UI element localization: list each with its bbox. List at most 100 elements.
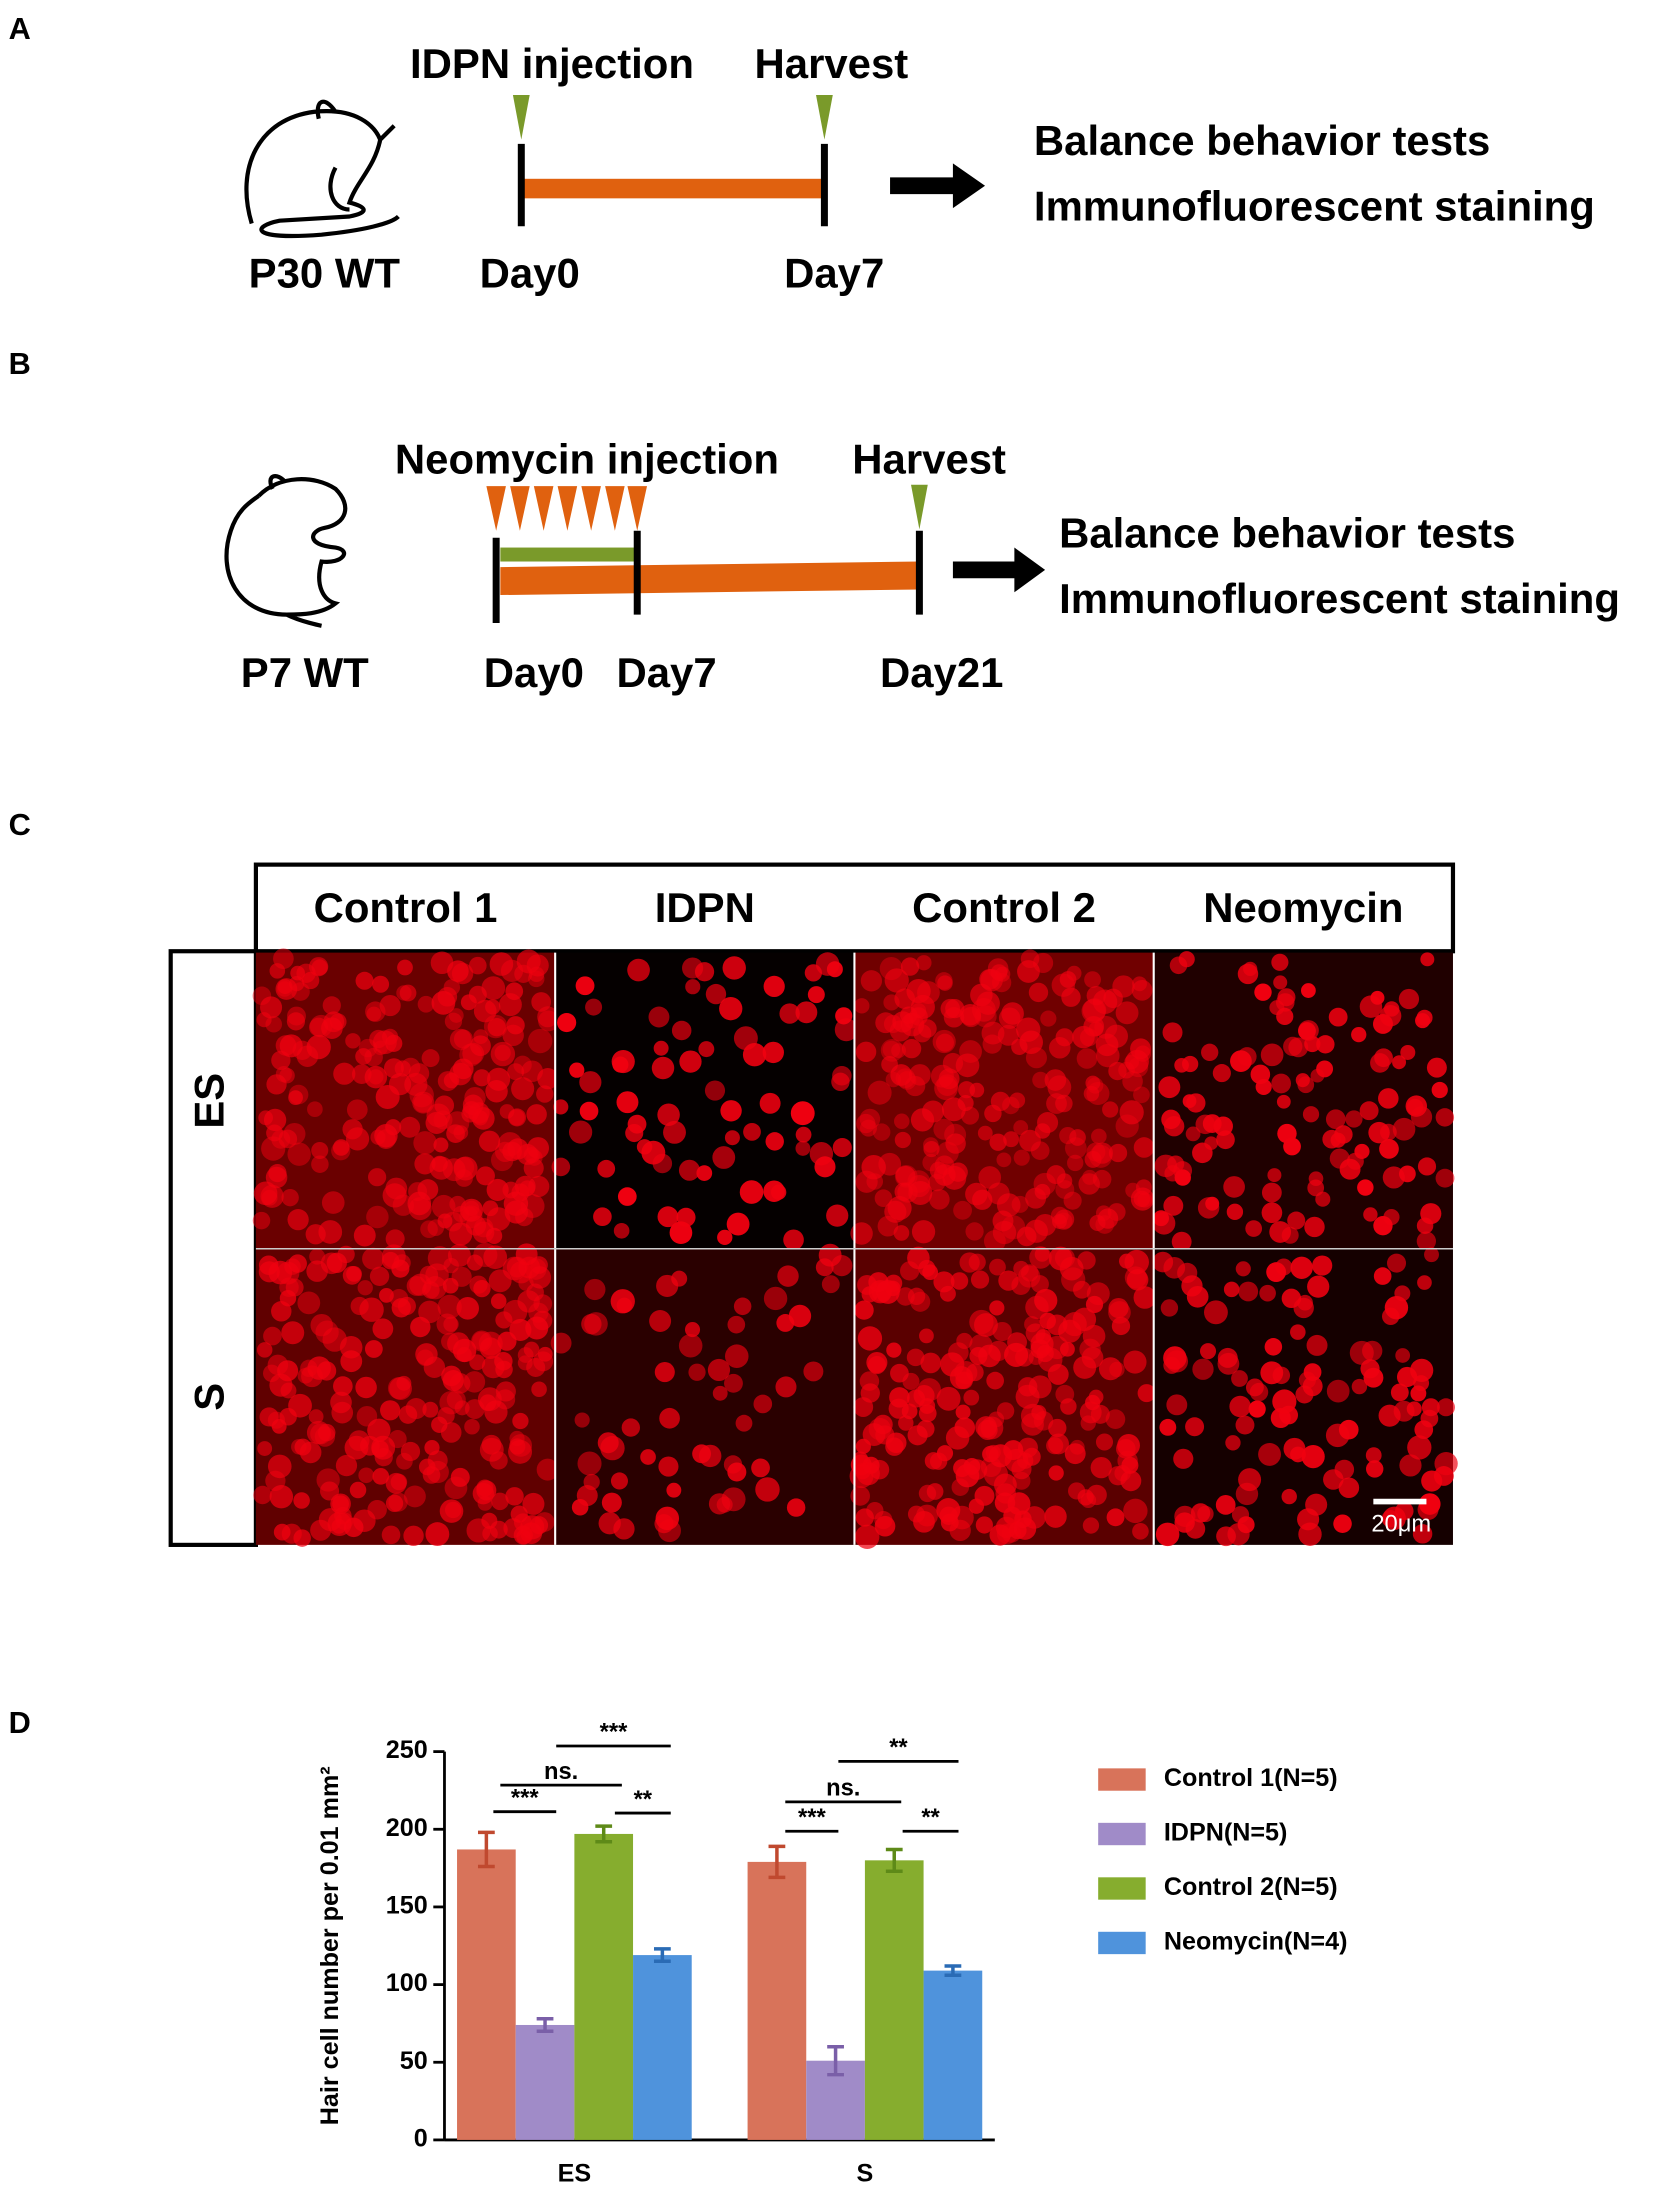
error-bar (653, 1947, 671, 1964)
cell (396, 985, 412, 1001)
cell (1316, 1060, 1334, 1078)
cell (1163, 1195, 1184, 1216)
cell (1058, 1319, 1082, 1343)
cell (911, 1220, 936, 1244)
cell (720, 1100, 742, 1122)
y-tick-label: 200 (386, 1814, 428, 1842)
cell (910, 1291, 931, 1312)
mouse-icon (224, 474, 348, 628)
error-bar (944, 1964, 962, 1978)
cell (712, 1146, 736, 1169)
cell (859, 1108, 881, 1130)
cell (288, 1090, 303, 1105)
cell (370, 1129, 386, 1145)
cell (1009, 1092, 1026, 1109)
cell (739, 1180, 764, 1204)
panel-letter: D (9, 1705, 31, 1740)
cell (884, 968, 909, 993)
cell (755, 1477, 780, 1502)
cell (936, 1498, 961, 1523)
bar (747, 1861, 807, 2140)
cell (427, 1219, 445, 1236)
cell (452, 1338, 477, 1363)
cell (358, 1467, 375, 1484)
row-label: ES (186, 1073, 233, 1129)
cell (803, 1361, 824, 1382)
cell (1201, 1043, 1219, 1061)
cell (447, 960, 469, 982)
cell (508, 1439, 533, 1464)
cell (574, 1412, 590, 1428)
cell (640, 1449, 656, 1465)
cell (795, 1126, 812, 1143)
cell (894, 1131, 912, 1149)
cell (1386, 1253, 1407, 1273)
cell (1412, 1524, 1433, 1544)
cell (1223, 1281, 1240, 1298)
cell (696, 1165, 713, 1181)
cell (420, 1220, 438, 1239)
cell (795, 1001, 818, 1024)
cell (984, 1104, 1002, 1123)
cell (856, 1113, 876, 1134)
cell (657, 1206, 679, 1228)
cell (972, 1189, 993, 1210)
cell (1417, 1157, 1437, 1176)
cell (786, 1498, 806, 1517)
cell (367, 1500, 387, 1520)
cell (678, 1333, 703, 1358)
cell (1235, 1261, 1251, 1277)
cell (1044, 1069, 1067, 1091)
cell (511, 1077, 535, 1101)
treatment-bar (500, 547, 636, 562)
cell (355, 1048, 372, 1065)
cell (956, 1332, 973, 1350)
cell (724, 1344, 749, 1368)
significance-label: *** (600, 1720, 628, 1746)
cell (975, 1516, 993, 1534)
cell (1306, 1334, 1328, 1356)
cell (873, 1414, 893, 1435)
header-box (253, 862, 1456, 954)
cell (486, 1207, 511, 1231)
cell (901, 1039, 922, 1059)
cell (522, 1492, 545, 1515)
cell (856, 1462, 880, 1486)
cell (1420, 1203, 1442, 1225)
cell (1192, 1358, 1214, 1380)
cell (1245, 1220, 1263, 1237)
cell (991, 972, 1012, 993)
cell (885, 1432, 907, 1454)
cell (306, 1420, 331, 1445)
cell (1295, 1073, 1310, 1088)
cell (611, 1049, 635, 1074)
cell (742, 1043, 767, 1067)
cell (627, 1114, 647, 1134)
cell (1135, 1179, 1152, 1196)
cell (1302, 1106, 1320, 1123)
cell (1433, 1466, 1454, 1486)
cell (881, 1056, 898, 1073)
cell (783, 1229, 804, 1251)
cell (621, 1418, 640, 1437)
cell (1413, 1375, 1430, 1392)
cell (385, 1494, 404, 1512)
cell (364, 1340, 383, 1358)
cell (1248, 1400, 1266, 1418)
cell (340, 1350, 363, 1373)
cell (381, 1251, 400, 1270)
cell (1105, 1409, 1126, 1430)
cell (989, 1300, 1005, 1316)
cell (933, 1118, 955, 1140)
cell (735, 1414, 753, 1432)
cell (1011, 1038, 1028, 1055)
cell (850, 1486, 871, 1506)
cell (491, 1492, 509, 1511)
cell (381, 1525, 401, 1545)
cell (464, 1418, 480, 1435)
cell (1349, 1340, 1374, 1365)
cell (449, 1222, 473, 1246)
marker (486, 486, 648, 531)
cell (311, 1142, 329, 1160)
cell (343, 1517, 364, 1538)
